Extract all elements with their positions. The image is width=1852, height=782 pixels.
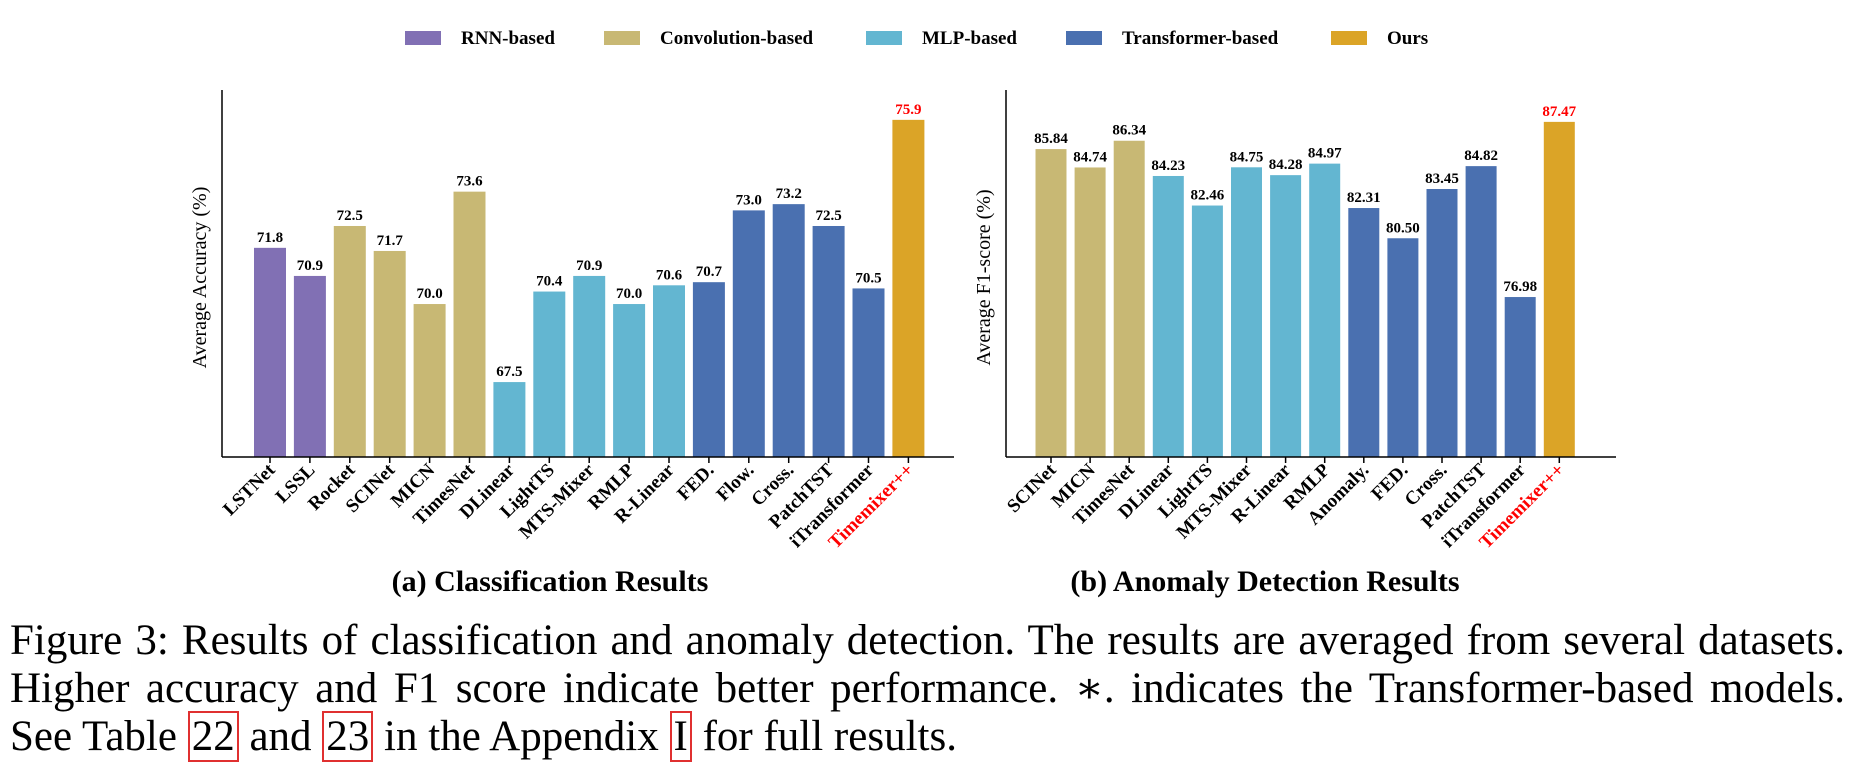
- data-label-patchtst: 72.5: [815, 208, 841, 224]
- data-label-itransformer: 76.98: [1503, 279, 1537, 295]
- data-label-rmlp: 70.0: [616, 286, 642, 302]
- legend-swatch-ours: [1331, 31, 1367, 45]
- data-label-anomaly: 82.31: [1347, 190, 1381, 206]
- bar-micn: [1074, 167, 1106, 457]
- data-label-scinet: 71.7: [377, 233, 404, 249]
- legend-swatch-mlp-based: [866, 31, 902, 45]
- bar-lightts: [533, 291, 566, 457]
- figure-caption: Figure 3: Results of classification and …: [10, 617, 1845, 762]
- bar-anomaly: [1348, 208, 1380, 457]
- bar-rmlp: [613, 304, 646, 457]
- data-label-lstnet: 71.8: [257, 230, 283, 246]
- data-label-timemixer: 87.47: [1542, 104, 1576, 120]
- data-label-fed: 80.50: [1386, 220, 1420, 236]
- bar-dlinear: [493, 382, 526, 457]
- data-label-scinet: 85.84: [1034, 131, 1068, 147]
- data-label-dlinear: 84.23: [1151, 158, 1185, 174]
- data-label-fed: 70.7: [696, 264, 723, 280]
- data-label-dlinear: 67.5: [496, 364, 522, 380]
- data-label-cross: 73.2: [776, 186, 802, 202]
- bar-mts-mixer: [1231, 167, 1262, 457]
- caption-text-3: in the Appendix: [373, 713, 670, 760]
- bar-timemixer: [892, 119, 925, 457]
- caption-text-4: for full results.: [691, 713, 957, 760]
- legend-label-transformer-based: Transformer-based: [1122, 28, 1279, 49]
- y-axis-label: Average Accuracy (%): [189, 187, 211, 369]
- legend-swatch-rnn-based: [405, 31, 441, 45]
- data-label-r-linear: 84.28: [1269, 157, 1303, 173]
- data-label-cross: 83.45: [1425, 171, 1459, 187]
- bar-timemixer: [1543, 121, 1575, 457]
- bar-rocket: [333, 225, 366, 457]
- bar-lssl: [293, 275, 326, 457]
- data-label-timesnet: 86.34: [1112, 123, 1146, 139]
- caption-text-1: Figure 3: Results of classification and …: [10, 617, 1845, 760]
- anomaly-detection-chart: Average F1-score (%)85.84SCINet84.74MICN…: [973, 90, 1616, 553]
- subcaption-a: (a) Classification Results: [391, 565, 709, 598]
- bar-lstnet: [254, 247, 286, 457]
- bar-cross: [1426, 189, 1458, 457]
- data-label-mts-mixer: 84.75: [1230, 149, 1264, 165]
- data-label-itransformer: 70.5: [855, 270, 881, 286]
- data-label-flow: 73.0: [736, 192, 762, 208]
- legend-label-mlp-based: MLP-based: [922, 28, 1017, 49]
- bar-micn: [413, 304, 446, 457]
- bar-patchtst: [1465, 166, 1497, 457]
- legend-swatch-convolution-based: [604, 31, 640, 45]
- classification-chart: Average Accuracy (%) 71.8LSTNet70.9LSSL72…: [189, 90, 954, 553]
- bar-r-linear: [1270, 175, 1302, 457]
- legend-label-ours: Ours: [1387, 28, 1428, 49]
- data-label-rmlp: 84.97: [1308, 146, 1342, 162]
- appendix-ref[interactable]: I: [669, 711, 692, 762]
- data-label-patchtst: 84.82: [1464, 148, 1498, 164]
- bar-dlinear: [1152, 175, 1184, 457]
- bar-fed: [692, 282, 725, 457]
- bar-scinet: [373, 250, 406, 457]
- data-label-micn: 84.74: [1073, 149, 1107, 165]
- legend-label-convolution-based: Convolution-based: [660, 28, 814, 49]
- table-ref-22[interactable]: 22: [187, 711, 239, 762]
- data-label-micn: 70.0: [416, 286, 442, 302]
- data-label-lightts: 70.4: [536, 274, 563, 290]
- data-label-timemixer: 75.9: [895, 102, 921, 118]
- bar-r-linear: [653, 285, 685, 457]
- data-label-lightts: 82.46: [1191, 188, 1225, 204]
- subcaption-b: (b) Anomaly Detection Results: [1070, 565, 1460, 598]
- legend-swatch-transformer-based: [1066, 31, 1102, 45]
- table-ref-23[interactable]: 23: [322, 711, 374, 762]
- data-label-rocket: 72.5: [337, 208, 363, 224]
- bar-patchtst: [812, 225, 845, 457]
- y-axis-label: Average F1-score (%): [973, 189, 995, 365]
- bar-flow: [732, 210, 765, 457]
- data-label-timesnet: 73.6: [456, 174, 483, 190]
- bar-fed: [1387, 238, 1419, 457]
- bar-scinet: [1035, 149, 1067, 457]
- data-label-mts-mixer: 70.9: [576, 258, 602, 274]
- caption-text-2: and: [238, 713, 323, 760]
- bar-timesnet: [453, 191, 486, 458]
- bar-rmlp: [1309, 163, 1341, 457]
- bar-itransformer: [852, 288, 885, 457]
- tick-label-lstnet: LSTNet: [219, 459, 280, 520]
- bar-itransformer: [1504, 297, 1536, 457]
- legend: RNN-based Convolution-based MLP-based Trans…: [405, 28, 1428, 49]
- legend-label-rnn-based: RNN-based: [461, 28, 555, 49]
- data-label-lssl: 70.9: [297, 258, 323, 274]
- bar-lightts: [1191, 205, 1223, 457]
- tick-label-scinet: SCINet: [1003, 459, 1061, 517]
- data-label-r-linear: 70.6: [656, 267, 683, 283]
- tick-label-fed: FED.: [673, 460, 718, 505]
- bar-cross: [772, 204, 805, 457]
- bar-mts-mixer: [573, 275, 606, 457]
- bar-timesnet: [1113, 140, 1145, 458]
